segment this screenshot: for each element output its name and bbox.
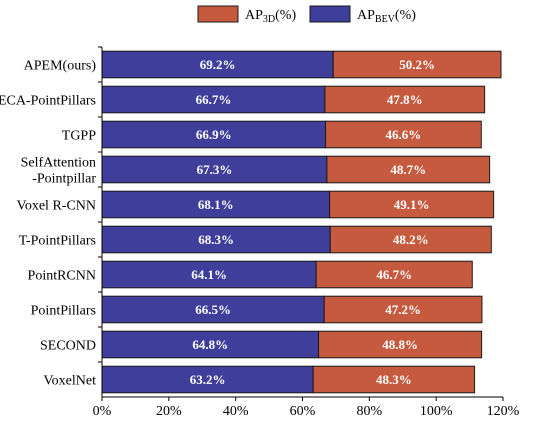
y-tick-label-line: VoxelNet (43, 374, 96, 389)
y-tick-label-line: SECOND (40, 339, 96, 354)
y-tick-label: Voxel R-CNN (17, 199, 96, 214)
legend-item-bev: APBEV(%) (309, 5, 416, 25)
data-label: 47.2% (385, 302, 421, 317)
y-tick-label-line: PointRCNN (28, 269, 96, 284)
y-tick-label: TGPP (62, 129, 96, 144)
legend-label-sub: BEV (375, 14, 396, 25)
legend-swatch (309, 5, 351, 23)
y-tick-label-line: Voxel R-CNN (17, 199, 96, 214)
legend-label-tail: (%) (395, 8, 416, 23)
data-label: 69.2% (200, 57, 236, 72)
data-label: 48.3% (376, 372, 412, 387)
x-tick-label: 0% (93, 404, 112, 419)
data-label: 46.6% (386, 127, 422, 142)
y-tick-label: SelfAttention -Pointpillar (21, 156, 97, 187)
y-tick-label-line: SelfAttention (21, 156, 96, 171)
data-label: 48.7% (390, 162, 426, 177)
y-tick-label-line: T-PointPillars (19, 234, 96, 249)
bar-segment-3d (318, 330, 483, 359)
data-label: 48.8% (382, 337, 418, 352)
data-label: 66.5% (195, 302, 231, 317)
data-label: 66.7% (196, 92, 232, 107)
y-tick-label: PointPillars (31, 304, 96, 319)
data-label: 66.9% (196, 127, 232, 142)
y-tick-label: APEM(ours) (24, 59, 97, 74)
bar-segment-3d (323, 295, 483, 324)
bar-segment-3d (329, 190, 495, 219)
data-label: 64.8% (192, 337, 228, 352)
bar-segment-bev (101, 365, 314, 394)
bar-segment-3d (325, 120, 482, 149)
y-tick-label: VoxelNet (43, 374, 96, 389)
x-tick-label: 40% (223, 404, 249, 419)
x-tick-label: 20% (156, 404, 182, 419)
legend-label-main: AP (357, 8, 375, 23)
x-tick-label: 100% (420, 404, 453, 419)
legend-label-main: AP (245, 8, 263, 23)
y-tick-label-line: ECA-PointPillars (0, 94, 96, 109)
data-label: 68.1% (198, 197, 234, 212)
y-tick-label-line: TGPP (62, 129, 96, 144)
legend-label: APBEV(%) (357, 8, 416, 25)
data-label: 67.3% (197, 162, 233, 177)
bar-segment-bev (101, 225, 331, 254)
data-label: 47.8% (387, 92, 423, 107)
y-tick-label: SECOND (40, 339, 96, 354)
legend-swatch (197, 5, 239, 23)
data-label: 64.1% (191, 267, 227, 282)
x-tick-label: 120% (487, 404, 520, 419)
y-tick-label-line: -Pointpillar (32, 172, 96, 187)
data-label: 49.1% (394, 197, 430, 212)
legend-label-tail: (%) (275, 8, 296, 23)
data-label: 48.2% (393, 232, 429, 247)
bar-segment-bev (101, 190, 331, 219)
legend-item-3d: AP3D(%) (197, 5, 296, 25)
legend-label-sub: 3D (263, 14, 275, 25)
data-label: 63.2% (190, 372, 226, 387)
y-tick-label: ECA-PointPillars (0, 94, 96, 109)
bar-segment-bev (101, 330, 320, 359)
bar-segment-3d (332, 50, 502, 79)
bar-segment-3d (329, 225, 492, 254)
x-tick-label: 80% (356, 404, 382, 419)
data-label: 46.7% (376, 267, 412, 282)
y-tick-label: T-PointPillars (19, 234, 96, 249)
x-tick-label: 60% (290, 404, 316, 419)
y-tick-label-line: APEM(ours) (24, 59, 97, 74)
bar-segment-3d (312, 365, 476, 394)
y-tick-label-line: PointPillars (31, 304, 96, 319)
bar-segment-3d (315, 260, 473, 289)
bar-segment-bev (101, 260, 317, 289)
data-label: 68.3% (198, 232, 234, 247)
bar-segment-bev (101, 295, 325, 324)
bar-segment-bev (101, 85, 326, 114)
bar-segment-3d (326, 155, 491, 184)
bar-segment-3d (324, 85, 486, 114)
legend-label: AP3D(%) (245, 8, 296, 25)
data-label: 50.2% (399, 57, 435, 72)
y-tick-label: PointRCNN (28, 269, 96, 284)
bar-segment-bev (101, 50, 334, 79)
